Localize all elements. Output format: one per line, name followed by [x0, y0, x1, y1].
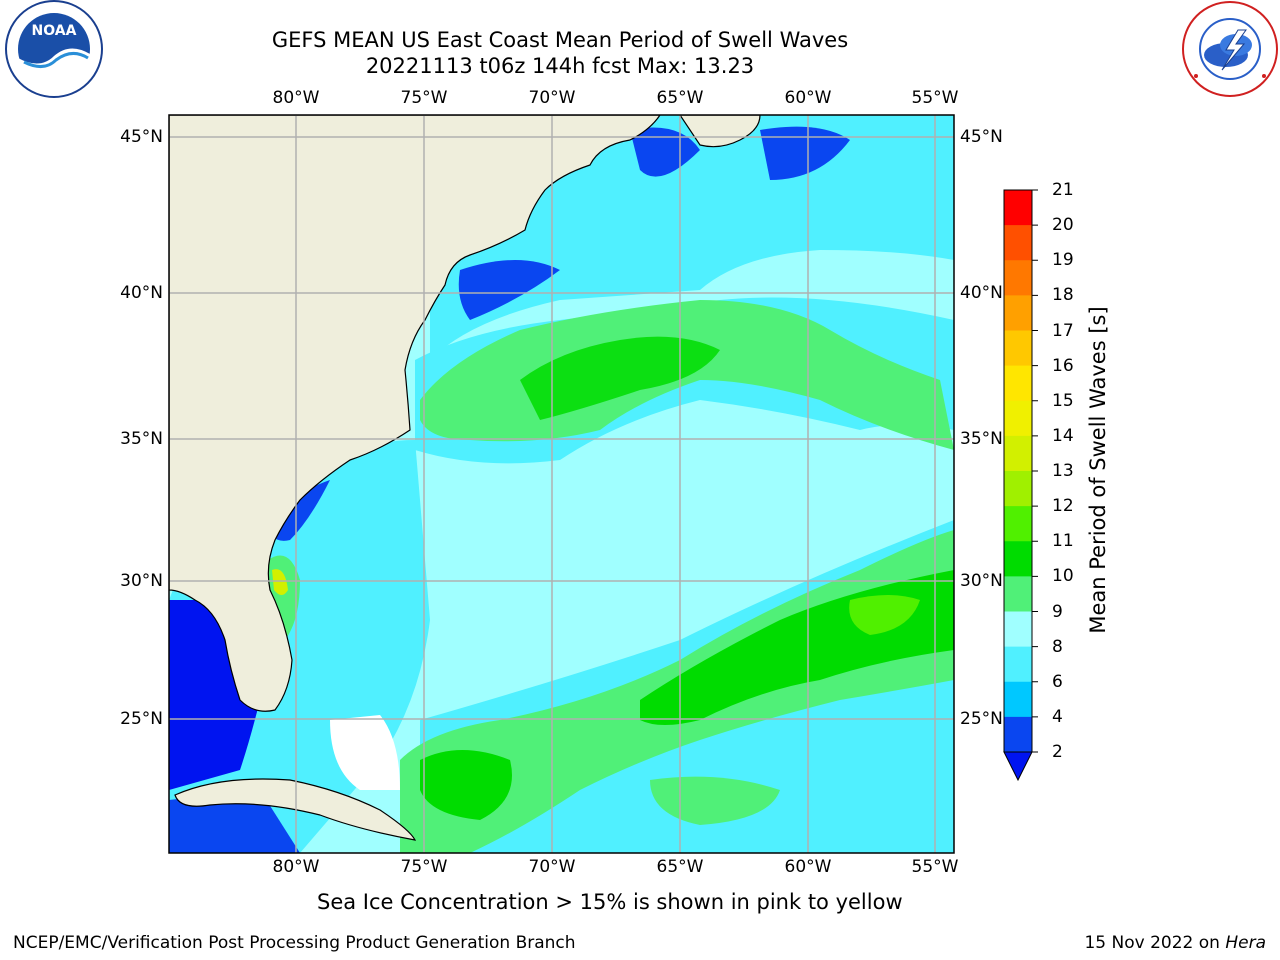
bahamas-bank-mask [330, 715, 400, 790]
lat-label-left: 25°N [120, 709, 163, 729]
contour-green-bahamas [420, 750, 512, 820]
colorbar-label: 19 [1052, 250, 1074, 271]
colorbar-title: Mean Period of Swell Waves [s] [1086, 306, 1110, 634]
colorbar-segment [1004, 225, 1032, 261]
host-name: Hera [1225, 933, 1266, 953]
colorbar-segment [1004, 365, 1032, 402]
date-text: 15 Nov 2022 on [1084, 933, 1220, 953]
lon-label-top: 75°W [400, 88, 448, 108]
contour-blue-nova-scotia [760, 126, 850, 180]
lat-label-left: 40°N [120, 283, 163, 303]
chart-subtitle: 20221113 t06z 144h fcst Max: 13.23 [365, 54, 755, 78]
colorbar-segment [1004, 541, 1032, 577]
canada-land [679, 115, 761, 148]
lat-label-right: 40°N [960, 283, 1003, 303]
colorbar-label: 11 [1052, 531, 1074, 552]
lon-label-bottom: 60°W [784, 857, 832, 877]
lon-label-top: 60°W [784, 88, 832, 108]
lon-label-top: 70°W [528, 88, 576, 108]
colorbar-label: 10 [1052, 566, 1074, 587]
lon-label-bottom: 80°W [272, 857, 320, 877]
map-frame [168, 114, 955, 854]
date-stamp: 15 Nov 2022 on Hera [1084, 933, 1266, 953]
colorbar-label: 8 [1052, 636, 1063, 657]
lon-label-top: 55°W [911, 88, 959, 108]
credit-text: NCEP/EMC/Verification Post Processing Pr… [13, 933, 576, 953]
colorbar-segment [1004, 576, 1032, 612]
lon-label-bottom: 55°W [911, 857, 959, 877]
chart-title: GEFS MEAN US East Coast Mean Period of S… [271, 28, 849, 52]
lat-label-right: 30°N [960, 571, 1003, 591]
contour-blue-nj [458, 260, 560, 320]
contour-green-southeast-patch [650, 776, 780, 825]
colorbar-segment [1004, 435, 1032, 472]
lat-label-right: 25°N [960, 709, 1003, 729]
lat-label-left: 35°N [120, 429, 163, 449]
contour-max-patch [849, 595, 920, 635]
colorbar-label: 18 [1052, 285, 1074, 306]
colorbar-segment [1004, 400, 1032, 437]
colorbar-label: 9 [1052, 601, 1063, 622]
swell-period-map [169, 115, 954, 853]
lat-label-right: 45°N [960, 127, 1003, 147]
contour-blue-gulf-of-maine [630, 127, 700, 177]
colorbar-label: 21 [1052, 180, 1074, 200]
colorbar-segment [1004, 471, 1032, 507]
colorbar-label: 16 [1052, 355, 1074, 376]
colorbar-segment [1004, 260, 1032, 296]
lon-label-top: 80°W [272, 88, 320, 108]
colorbar-label: 14 [1052, 425, 1074, 446]
colorbar-segment [1004, 295, 1032, 331]
lon-label-bottom: 65°W [656, 857, 704, 877]
colorbar-label: 15 [1052, 390, 1074, 411]
colorbar-segment [1004, 611, 1032, 648]
colorbar-label: 12 [1052, 496, 1074, 517]
contour-green-dark-north [520, 336, 720, 420]
colorbar-segment [1004, 190, 1032, 226]
colorbar-label: 17 [1052, 320, 1074, 341]
colorbar-segment [1004, 646, 1032, 683]
lon-label-bottom: 75°W [400, 857, 448, 877]
cuba-land [174, 778, 417, 841]
lon-label-bottom: 70°W [528, 857, 576, 877]
lon-label-top: 65°W [656, 88, 704, 108]
sea-ice-note: Sea Ice Concentration > 15% is shown in … [317, 890, 903, 914]
colorbar-label: 6 [1052, 671, 1063, 692]
colorbar-segment [1004, 506, 1032, 542]
colorbar-segment [1004, 330, 1032, 367]
colorbar-segment [1004, 681, 1032, 718]
lat-label-left: 30°N [120, 571, 163, 591]
lat-label-right: 35°N [960, 429, 1003, 449]
colorbar-segment [1004, 716, 1032, 753]
colorbar-label: 20 [1052, 215, 1074, 236]
colorbar-label: 2 [1052, 742, 1063, 762]
colorbar-label: 4 [1052, 706, 1063, 727]
us-east-coast-land [169, 115, 661, 712]
colorbar-under-arrow [1003, 751, 1033, 782]
colorbar-label: 13 [1052, 461, 1074, 481]
contour-yellow-florida-coast [272, 569, 288, 595]
lat-label-left: 45°N [120, 127, 163, 147]
map-grid [169, 115, 954, 853]
colorbar [1003, 189, 1038, 782]
